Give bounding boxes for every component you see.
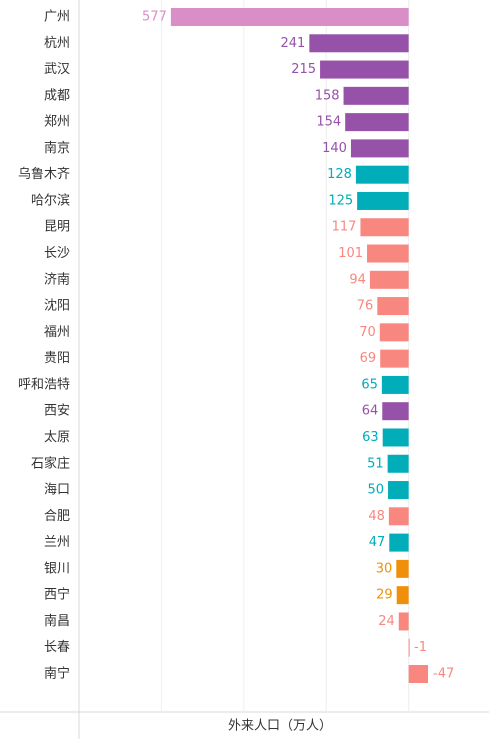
value-label: 30 — [376, 561, 393, 576]
bar — [382, 402, 409, 421]
bar — [388, 481, 409, 500]
bar — [360, 218, 409, 237]
bar — [389, 533, 409, 552]
y-tick-label: 昆明 — [44, 220, 70, 235]
y-tick-label: 银川 — [44, 561, 70, 576]
y-tick-label: 广州 — [44, 10, 70, 25]
bar — [355, 165, 409, 184]
y-tick-label: 呼和浩特 — [18, 377, 70, 392]
value-label: 64 — [362, 404, 379, 419]
bar — [408, 665, 429, 683]
value-label: 577 — [142, 10, 167, 25]
bar — [380, 349, 409, 368]
bar — [388, 507, 409, 526]
value-label: 140 — [322, 141, 347, 156]
y-tick-label: 南宁 — [44, 666, 70, 682]
value-label: 69 — [360, 351, 377, 366]
value-label: 241 — [281, 36, 306, 51]
y-tick-label: 济南 — [44, 271, 70, 287]
value-label: 94 — [349, 272, 366, 287]
y-tick-label: 福州 — [44, 325, 70, 340]
y-tick-label: 沈阳 — [44, 299, 70, 314]
bar — [387, 454, 409, 473]
y-tick-label: 西安 — [44, 404, 70, 419]
value-label: 128 — [327, 167, 352, 182]
y-tick-label: 西宁 — [44, 587, 70, 603]
y-tick-label: 贵阳 — [44, 351, 70, 366]
value-label: 50 — [367, 483, 384, 498]
y-tick-label: 长沙 — [44, 246, 70, 261]
y-tick-label: 石家庄 — [31, 455, 70, 471]
y-tick-label: 武汉 — [44, 62, 70, 77]
y-tick-label: 南京 — [44, 140, 70, 156]
value-label: 70 — [359, 325, 376, 340]
bar — [170, 8, 409, 26]
bar — [367, 244, 409, 263]
value-label: 29 — [376, 588, 393, 603]
bar — [357, 191, 409, 210]
bar — [345, 113, 409, 132]
bar — [350, 139, 409, 158]
y-tick-label: 成都 — [44, 88, 70, 103]
bar — [382, 428, 409, 447]
bar — [309, 34, 409, 53]
y-tick-label: 乌鲁木齐 — [18, 166, 70, 182]
value-label: 47 — [369, 535, 386, 550]
x-axis-title: 外来人口（万人） — [228, 719, 332, 734]
y-tick-label: 哈尔滨 — [31, 192, 70, 208]
bar — [369, 270, 409, 289]
y-tick-label: 太原 — [44, 430, 70, 445]
value-label: 51 — [367, 456, 384, 471]
value-label: 215 — [291, 62, 316, 77]
value-label: 154 — [316, 115, 341, 130]
bar — [398, 612, 409, 631]
value-label: 101 — [338, 246, 363, 261]
bar — [343, 86, 409, 105]
bar — [396, 559, 409, 578]
y-tick-label: 长春 — [44, 640, 70, 655]
y-tick-label: 合肥 — [44, 509, 70, 524]
y-tick-label: 海口 — [44, 483, 70, 498]
bar — [396, 586, 409, 605]
value-label: 117 — [332, 220, 357, 235]
value-label: 76 — [357, 299, 374, 314]
bar — [379, 323, 409, 342]
bar — [381, 375, 409, 394]
bar — [320, 60, 409, 79]
value-label: 65 — [361, 377, 378, 392]
value-label: 24 — [378, 614, 395, 629]
value-label: -1 — [414, 640, 427, 655]
value-label: -47 — [433, 667, 454, 682]
y-tick-label: 兰州 — [44, 535, 70, 550]
y-tick-label: 杭州 — [44, 36, 70, 51]
y-tick-label: 郑州 — [44, 115, 70, 130]
value-label: 63 — [362, 430, 379, 445]
value-label: 48 — [368, 509, 385, 524]
bar — [377, 297, 409, 316]
y-tick-label: 南昌 — [44, 613, 70, 629]
value-label: 158 — [315, 88, 340, 103]
value-label: 125 — [328, 193, 353, 208]
bar — [408, 638, 410, 657]
